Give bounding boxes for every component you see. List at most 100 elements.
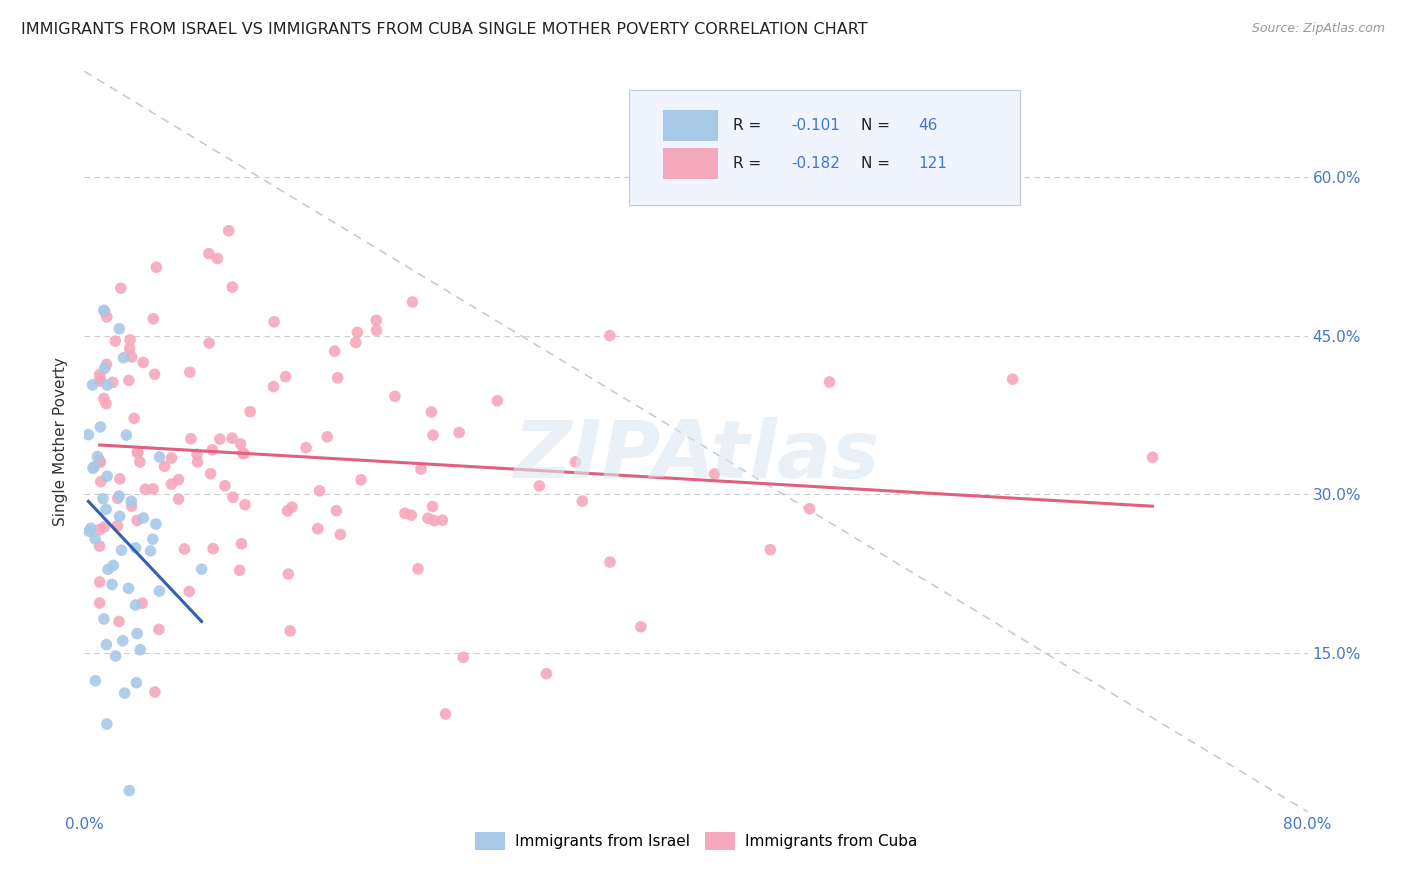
Point xyxy=(366,323,388,337)
Text: N =: N = xyxy=(860,156,896,171)
Point xyxy=(818,375,841,389)
Point xyxy=(96,469,118,483)
Point xyxy=(77,524,100,539)
Point xyxy=(143,685,166,699)
Point xyxy=(91,491,114,506)
Point xyxy=(89,374,111,388)
Point xyxy=(84,532,107,546)
Point xyxy=(89,453,111,467)
Point xyxy=(84,673,107,688)
Point xyxy=(96,357,118,371)
Point xyxy=(121,350,143,364)
Point xyxy=(308,483,330,498)
Point xyxy=(112,351,135,365)
Point xyxy=(94,396,117,410)
Point xyxy=(323,344,346,359)
Point xyxy=(110,543,132,558)
Point xyxy=(422,428,444,442)
Point xyxy=(281,500,304,515)
Point xyxy=(599,328,621,343)
Point xyxy=(108,489,131,503)
Point xyxy=(190,562,212,576)
Point xyxy=(89,523,111,537)
Point xyxy=(105,519,128,533)
Point xyxy=(350,473,373,487)
Text: -0.182: -0.182 xyxy=(792,156,841,171)
Point xyxy=(128,455,150,469)
Point xyxy=(160,477,183,491)
Text: IMMIGRANTS FROM ISRAEL VS IMMIGRANTS FROM CUBA SINGLE MOTHER POVERTY CORRELATION: IMMIGRANTS FROM ISRAEL VS IMMIGRANTS FRO… xyxy=(21,22,868,37)
Text: -0.101: -0.101 xyxy=(792,118,841,133)
Point xyxy=(564,455,586,469)
Point xyxy=(703,467,725,481)
Point xyxy=(401,295,423,310)
Point xyxy=(108,322,131,336)
Point xyxy=(118,783,141,797)
Point xyxy=(83,459,105,474)
Point xyxy=(142,532,165,546)
Point xyxy=(89,368,111,382)
Point xyxy=(160,450,183,465)
Point xyxy=(222,491,245,505)
Point xyxy=(536,666,558,681)
Point xyxy=(107,491,129,506)
Point xyxy=(277,567,299,582)
Point xyxy=(416,511,439,525)
Point xyxy=(122,411,145,425)
Point xyxy=(406,562,429,576)
Point xyxy=(132,511,155,525)
Point xyxy=(799,501,821,516)
Point xyxy=(96,638,118,652)
Point xyxy=(180,432,202,446)
Point xyxy=(221,280,243,294)
Point xyxy=(93,304,115,318)
Y-axis label: Single Mother Poverty: Single Mother Poverty xyxy=(53,357,69,526)
Point xyxy=(89,596,111,610)
Point xyxy=(148,623,170,637)
Point xyxy=(263,379,285,393)
Point xyxy=(153,459,176,474)
Point xyxy=(114,686,136,700)
Point xyxy=(179,365,201,379)
Point xyxy=(118,373,141,387)
Point xyxy=(231,537,253,551)
Point xyxy=(82,378,104,392)
Point xyxy=(344,335,367,350)
Point xyxy=(93,612,115,626)
Point xyxy=(89,574,111,589)
Point xyxy=(108,509,131,524)
Point xyxy=(218,224,240,238)
Point xyxy=(599,555,621,569)
Point xyxy=(148,584,170,599)
FancyBboxPatch shape xyxy=(628,90,1021,204)
Point xyxy=(127,446,149,460)
Point xyxy=(179,584,201,599)
Text: Source: ZipAtlas.com: Source: ZipAtlas.com xyxy=(1251,22,1385,36)
Point xyxy=(101,577,124,591)
Text: 121: 121 xyxy=(918,156,948,171)
Point xyxy=(409,462,432,476)
Point xyxy=(89,539,111,553)
Point xyxy=(630,620,652,634)
Point xyxy=(90,475,112,489)
Point xyxy=(121,499,143,513)
Point xyxy=(229,437,252,451)
Point xyxy=(198,246,221,260)
Point xyxy=(142,311,165,326)
Point xyxy=(93,520,115,534)
Point xyxy=(233,498,256,512)
Text: ZIPAtlas: ZIPAtlas xyxy=(513,417,879,495)
Point xyxy=(399,508,422,523)
Point xyxy=(108,472,131,486)
Point xyxy=(276,504,298,518)
Point xyxy=(134,482,156,496)
Point xyxy=(451,650,474,665)
Point xyxy=(117,582,139,596)
Point xyxy=(94,502,117,516)
Point xyxy=(124,598,146,612)
Point xyxy=(187,455,209,469)
Point xyxy=(759,542,782,557)
Point xyxy=(143,368,166,382)
Point xyxy=(89,420,111,434)
Point xyxy=(93,392,115,406)
